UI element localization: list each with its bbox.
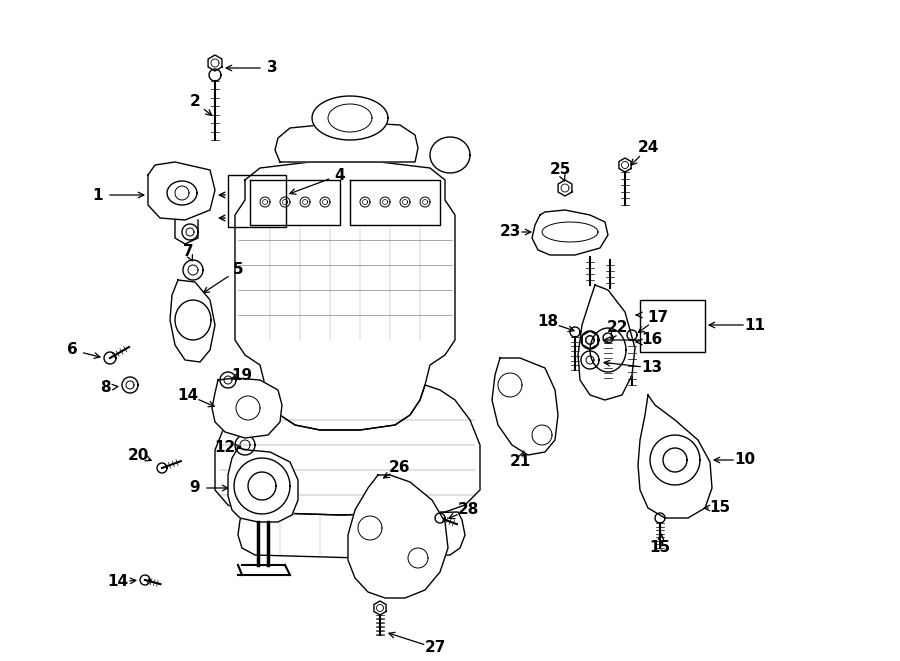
Polygon shape [228, 448, 298, 522]
Text: 20: 20 [127, 447, 148, 463]
Polygon shape [348, 475, 448, 598]
Polygon shape [175, 220, 198, 244]
Text: 5: 5 [233, 262, 243, 278]
Polygon shape [235, 162, 455, 430]
Text: 23: 23 [500, 225, 521, 239]
Text: 13: 13 [642, 360, 662, 375]
Text: 15: 15 [709, 500, 731, 516]
Text: 25: 25 [549, 163, 571, 178]
Polygon shape [215, 385, 480, 515]
Text: 19: 19 [231, 368, 253, 383]
Polygon shape [212, 378, 282, 438]
Text: 9: 9 [190, 481, 201, 496]
Text: 10: 10 [734, 453, 756, 467]
Polygon shape [250, 180, 340, 225]
Polygon shape [578, 285, 635, 400]
Text: 14: 14 [107, 574, 129, 590]
Polygon shape [492, 358, 558, 455]
Text: 18: 18 [537, 315, 559, 329]
Polygon shape [234, 458, 290, 514]
Text: 7: 7 [183, 245, 194, 260]
Text: 14: 14 [177, 387, 199, 403]
Polygon shape [228, 448, 298, 522]
Text: 17: 17 [647, 311, 669, 325]
Polygon shape [148, 162, 215, 220]
Polygon shape [374, 601, 386, 615]
Text: 8: 8 [100, 381, 111, 395]
Text: 21: 21 [509, 455, 531, 469]
Polygon shape [532, 210, 608, 255]
Text: 15: 15 [650, 541, 670, 555]
Text: 1: 1 [93, 188, 104, 202]
Polygon shape [582, 331, 598, 349]
Bar [228, 175, 286, 227]
Text: 6: 6 [67, 342, 77, 358]
Text: 12: 12 [214, 440, 236, 455]
Text: 22: 22 [608, 321, 629, 336]
Text: 26: 26 [389, 461, 410, 475]
Polygon shape [350, 180, 440, 225]
Bar [640, 300, 705, 352]
Polygon shape [275, 122, 418, 162]
Text: 24: 24 [637, 141, 659, 155]
Text: 2: 2 [190, 95, 201, 110]
Text: 4: 4 [335, 167, 346, 182]
Text: 16: 16 [642, 332, 662, 348]
Polygon shape [430, 137, 470, 173]
Polygon shape [170, 280, 215, 362]
Polygon shape [638, 395, 712, 518]
Text: 28: 28 [457, 502, 479, 518]
Polygon shape [208, 55, 222, 71]
Polygon shape [558, 180, 572, 196]
Polygon shape [650, 435, 700, 485]
Text: 27: 27 [424, 641, 446, 656]
Polygon shape [238, 512, 465, 558]
Polygon shape [619, 158, 631, 172]
Text: 11: 11 [744, 317, 766, 332]
Text: 3: 3 [266, 61, 277, 75]
Polygon shape [312, 96, 388, 140]
